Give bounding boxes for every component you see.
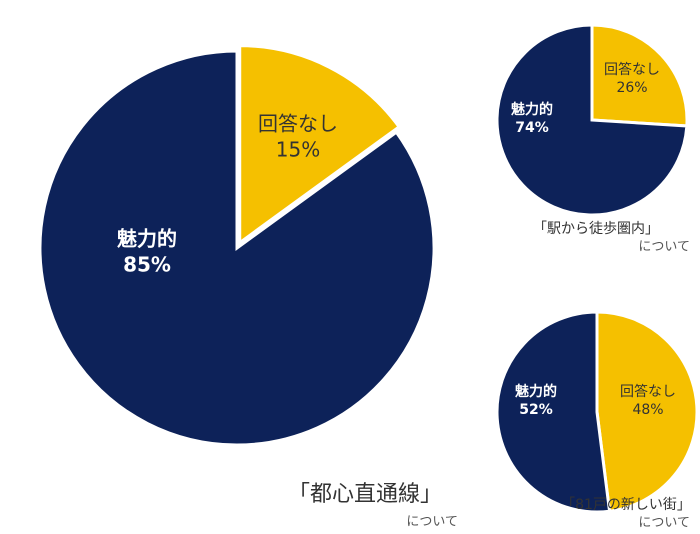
value-label: 48% [632, 402, 663, 418]
caption-sub: について [638, 516, 690, 531]
value-label: 15% [276, 138, 320, 162]
slice-label: 魅力的 [117, 227, 177, 251]
caption: 「都心直通線」 [288, 482, 442, 507]
value-label: 26% [616, 80, 647, 96]
value-label: 85% [123, 253, 171, 277]
caption-sub: について [406, 515, 458, 530]
caption: 「81戸の新しい街」 [561, 497, 691, 513]
pie-slice [590, 23, 689, 128]
slice-label: 回答なし [258, 112, 338, 136]
slice-label: 魅力的 [511, 101, 553, 118]
pie-slice [495, 23, 689, 217]
value-label: 74% [515, 120, 549, 136]
caption: 「駅から徒歩圏内」 [533, 221, 659, 237]
slice-label: 魅力的 [515, 383, 557, 400]
slice-label: 回答なし [620, 383, 676, 400]
value-label: 52% [519, 402, 553, 418]
pie-slice [495, 310, 612, 514]
caption-sub: について [638, 240, 690, 255]
pie-slice [238, 44, 402, 246]
pie-slice [38, 49, 436, 447]
slice-label: 回答なし [604, 61, 660, 78]
pie-slice [595, 310, 699, 513]
